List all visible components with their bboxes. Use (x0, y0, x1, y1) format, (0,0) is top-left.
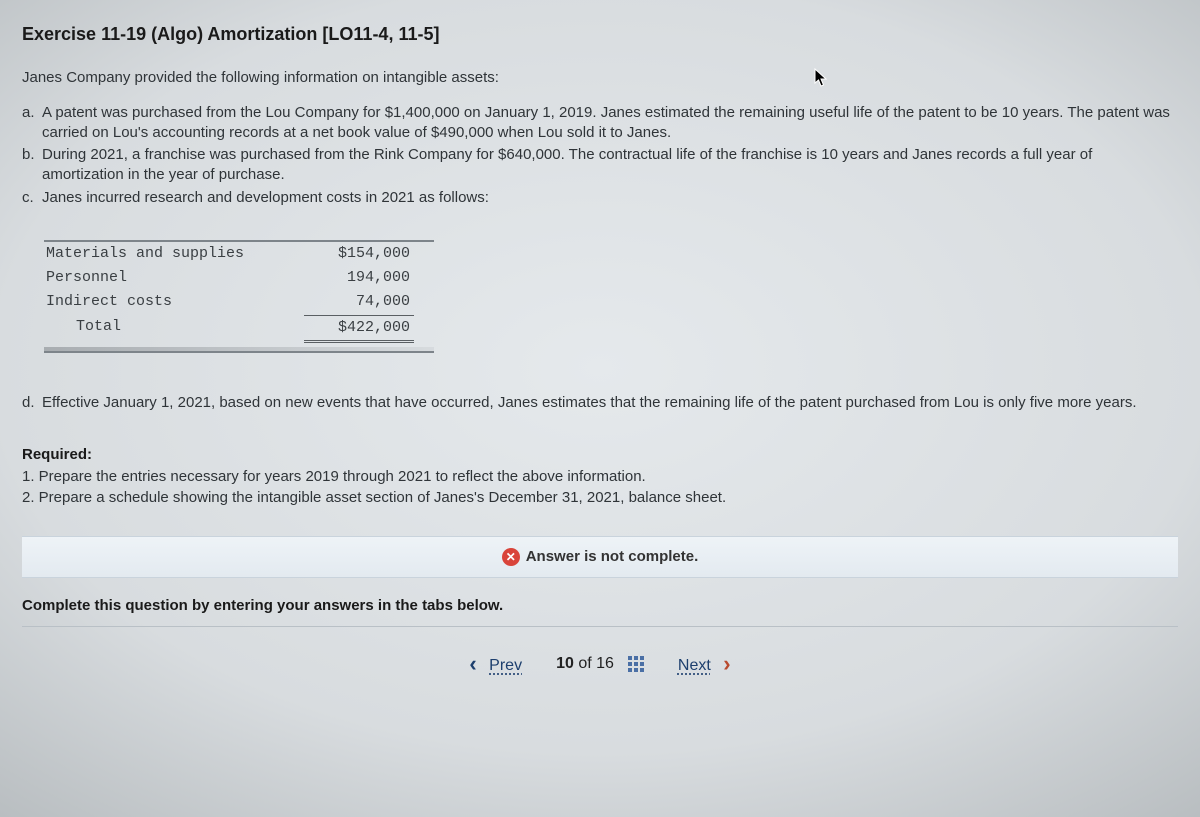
item-text-d: Effective January 1, 2021, based on new … (42, 393, 1178, 413)
item-letter-a: a. (22, 103, 42, 123)
grid-icon[interactable] (628, 656, 644, 672)
answer-status-banner: ✕ Answer is not complete. (22, 536, 1178, 578)
pager: 10 of 16 (556, 653, 644, 675)
table-row-label: Materials and supplies (44, 242, 304, 266)
intro-text: Janes Company provided the following inf… (22, 68, 1178, 88)
table-row-value: $154,000 (304, 242, 414, 266)
required-line-1: 1. Prepare the entries necessary for yea… (22, 467, 1178, 487)
table-row-label: Personnel (44, 266, 304, 290)
item-text-b: During 2021, a franchise was purchased f… (42, 145, 1178, 186)
item-text-c: Janes incurred research and development … (42, 188, 1178, 208)
table-total-value: $422,000 (304, 315, 414, 343)
table-row-label: Indirect costs (44, 290, 304, 314)
table-row-value: 74,000 (304, 290, 414, 314)
required-list: 1. Prepare the entries necessary for yea… (22, 467, 1178, 508)
pager-total: 16 (596, 655, 614, 672)
item-letter-c: c. (22, 188, 42, 208)
table-row-value: 194,000 (304, 266, 414, 290)
answer-status-text: Answer is not complete. (526, 548, 699, 565)
item-list: a. A patent was purchased from the Lou C… (22, 103, 1178, 208)
prev-label: Prev (489, 657, 522, 674)
next-button[interactable]: Next (678, 649, 731, 679)
item-text-a: A patent was purchased from the Lou Comp… (42, 103, 1178, 144)
error-icon: ✕ (502, 548, 520, 566)
next-label: Next (678, 657, 711, 674)
rd-cost-table: Materials and supplies $154,000 Personne… (44, 240, 434, 353)
item-letter-b: b. (22, 145, 42, 165)
prev-button[interactable]: Prev (469, 649, 522, 679)
question-nav: Prev 10 of 16 Next (22, 649, 1178, 679)
table-total-label: Total (44, 315, 304, 343)
required-line-2: 2. Prepare a schedule showing the intang… (22, 488, 1178, 508)
required-heading: Required: (22, 445, 1178, 465)
item-letter-d: d. (22, 393, 42, 413)
instruction-text: Complete this question by entering your … (22, 596, 1178, 616)
pager-of: of (578, 655, 591, 672)
item-d: d. Effective January 1, 2021, based on n… (22, 393, 1178, 413)
exercise-title: Exercise 11-19 (Algo) Amortization [LO11… (22, 22, 1178, 46)
pager-current: 10 (556, 655, 574, 672)
divider (22, 626, 1178, 627)
